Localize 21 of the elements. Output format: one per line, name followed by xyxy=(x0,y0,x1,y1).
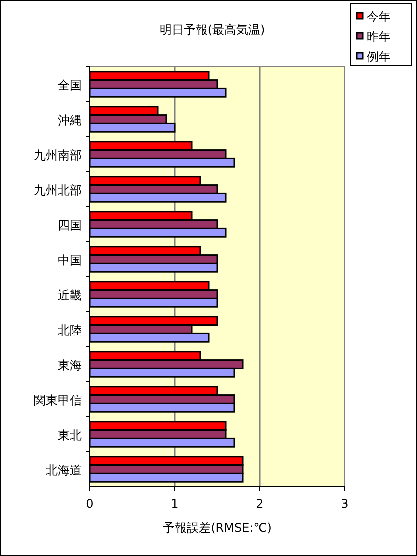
y-tick-label: 四国 xyxy=(58,218,82,232)
y-tick-label: 中国 xyxy=(58,254,82,268)
chart-title: 明日予報(最高気温) xyxy=(160,23,266,37)
y-tick-label: 東海 xyxy=(58,358,82,372)
legend-label: 昨年 xyxy=(367,30,391,44)
x-tick-label: 3 xyxy=(341,497,349,511)
y-tick-label: 北陸 xyxy=(58,324,82,338)
y-tick-label: 関東甲信 xyxy=(34,394,82,408)
y-tick-label: 沖縄 xyxy=(58,114,82,128)
x-tick-label: 2 xyxy=(256,497,264,511)
y-tick-label: 北海道 xyxy=(46,464,82,478)
x-tick-label: 0 xyxy=(86,497,94,511)
legend-label: 例年 xyxy=(367,50,391,64)
y-tick-label: 東北 xyxy=(58,428,82,442)
x-tick-label: 1 xyxy=(171,497,179,511)
y-tick-label: 全国 xyxy=(58,78,82,92)
x-axis-title: 予報誤差(RMSE:℃) xyxy=(163,521,272,535)
legend-label: 今年 xyxy=(367,10,391,24)
y-tick-label: 九州南部 xyxy=(34,148,82,162)
y-tick-label: 九州北部 xyxy=(34,184,82,198)
y-tick-label: 近畿 xyxy=(58,288,82,302)
